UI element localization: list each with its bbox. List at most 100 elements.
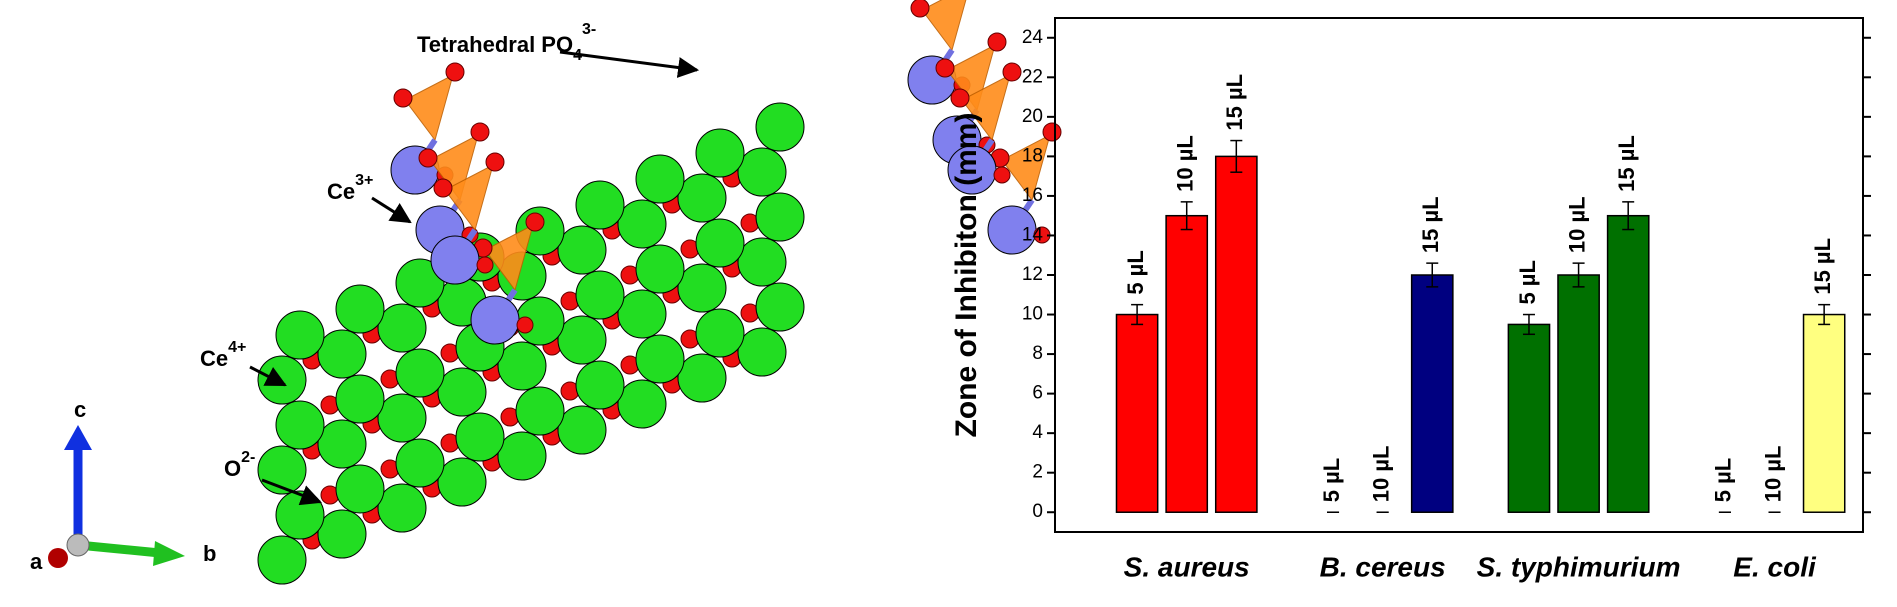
ce3-atom (430, 235, 480, 285)
po4-tetrahedron (1001, 134, 1051, 202)
series-label: 10 µL (1760, 446, 1785, 503)
ce4-atom (455, 412, 505, 462)
series-label: 10 µL (1564, 196, 1589, 253)
series-label: 5 µL (1123, 250, 1148, 294)
o-atom (993, 166, 1011, 184)
o-atom (1042, 122, 1062, 142)
y-tick-label: 24 (1022, 27, 1044, 48)
o-atom (433, 178, 453, 198)
y-tick-label: 20 (1022, 106, 1043, 127)
ce4-atom (755, 192, 805, 242)
y-tick-label: 10 (1022, 304, 1043, 325)
ce4-atom (317, 329, 367, 379)
y-tick-label: 12 (1022, 264, 1043, 285)
ce4-atom (677, 353, 727, 403)
po4-tetrahedron (921, 0, 967, 52)
axis-origin (66, 533, 90, 557)
annotation: Ce4+ (200, 339, 246, 371)
ce4-atom (437, 457, 487, 507)
bar (1606, 214, 1650, 513)
ce4-atom (557, 225, 607, 275)
arrow (249, 365, 287, 387)
o-atom (418, 148, 438, 168)
bar (1802, 313, 1846, 513)
o-atom (476, 256, 494, 274)
ce4-atom (557, 405, 607, 455)
y-axis-label: Zone of Inhibiton (mm) (950, 113, 983, 438)
ce4-atom (257, 355, 307, 405)
series-label: 10 µL (1368, 446, 1393, 503)
crystal-structure (257, 0, 1062, 585)
axis-label: b (203, 541, 216, 566)
ce4-atom (395, 258, 445, 308)
ce4-atom (497, 431, 547, 481)
axis-b-head (153, 541, 185, 566)
y-tick-label: 18 (1022, 145, 1043, 166)
po4-tetrahedron (961, 74, 1011, 142)
series-label: 5 µL (1711, 458, 1736, 502)
arrow (261, 478, 322, 506)
ce4-atom (257, 535, 307, 585)
ce4-atom (377, 483, 427, 533)
y-tick-label: 2 (1032, 462, 1043, 483)
ce4-atom (737, 237, 787, 287)
arrow (559, 50, 700, 78)
o-atom (516, 316, 534, 334)
y-tick-label: 14 (1022, 224, 1044, 245)
ce4-atom (677, 173, 727, 223)
o-atom (987, 32, 1007, 52)
ce4-atom (575, 180, 625, 230)
x-tick-label: E. coli (1733, 551, 1817, 582)
ce4-atom (275, 490, 325, 540)
bar (1557, 274, 1600, 513)
ce4-atom (695, 218, 745, 268)
x-tick-label: S. aureus (1124, 551, 1250, 582)
o-atom (470, 122, 490, 142)
x-tick-label: S. typhimurium (1477, 551, 1681, 582)
y-tick-label: 4 (1032, 422, 1043, 443)
ce4-atom (677, 263, 727, 313)
ce4-atom (395, 438, 445, 488)
o-atom (485, 152, 505, 172)
ce4-atom (575, 270, 625, 320)
arrow (371, 196, 412, 224)
o-atom (525, 212, 545, 232)
series-label: 10 µL (1173, 135, 1198, 192)
ce4-atom (377, 303, 427, 353)
y-tick-label: 0 (1032, 501, 1043, 522)
series-label: 5 µL (1515, 260, 1540, 304)
ce4-atom (395, 348, 445, 398)
o-atom (935, 58, 955, 78)
ce4-atom (317, 509, 367, 559)
y-tick-label: 22 (1022, 66, 1043, 87)
ce4-atom (635, 154, 685, 204)
ce4-atom (695, 128, 745, 178)
ce4-atom (695, 308, 745, 358)
ce4-atom (317, 419, 367, 469)
ce4-atom (737, 147, 787, 197)
po4-tetrahedron (484, 224, 534, 292)
ce4-atom (635, 244, 685, 294)
axis-b (77, 540, 161, 558)
ce4-atom (617, 199, 667, 249)
ce4-atom (377, 393, 427, 443)
ce4-atom (275, 310, 325, 360)
ce4-atom (617, 379, 667, 429)
axis-label: c (74, 397, 86, 422)
bar (1214, 155, 1258, 513)
series-label: 5 µL (1319, 458, 1344, 502)
ce4-atom (437, 367, 487, 417)
y-tick-label: 8 (1032, 343, 1043, 364)
ce3-atom (470, 295, 520, 345)
o-atom (445, 62, 465, 82)
ce4-atom (497, 341, 547, 391)
axis-c-head (64, 425, 92, 450)
annotation: Ce3+ (327, 172, 373, 204)
x-tick-label: B. cereus (1320, 551, 1446, 582)
o-atom (393, 88, 413, 108)
bar (1410, 274, 1454, 513)
ce4-atom (635, 334, 685, 384)
o-atom (910, 0, 930, 18)
